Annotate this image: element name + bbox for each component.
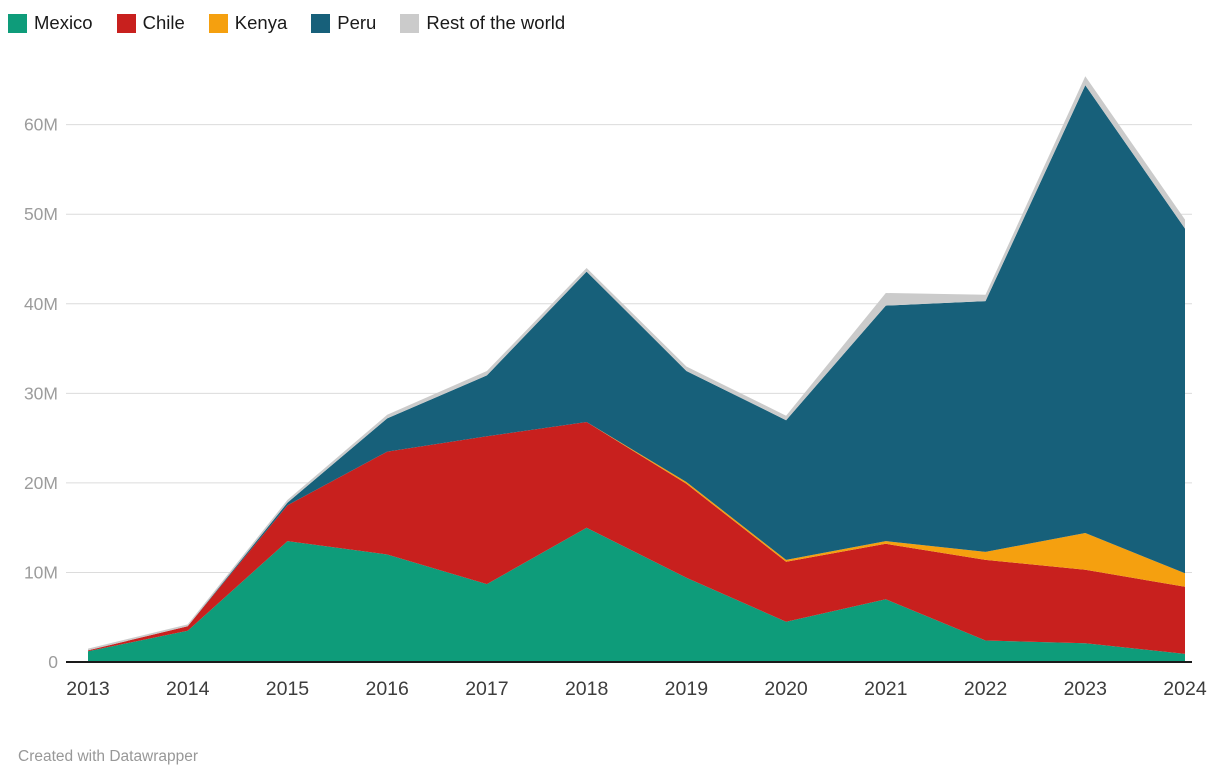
y-tick-label-60M: 60M <box>24 115 58 135</box>
legend-swatch-rest-of-the-world <box>400 14 420 33</box>
x-tick-label-2018: 2018 <box>565 678 608 700</box>
legend-label-mexico: Mexico <box>34 12 93 34</box>
area-mexico <box>88 527 1185 662</box>
legend-swatch-chile <box>116 14 136 33</box>
y-tick-label-30M: 30M <box>24 383 58 403</box>
area-chile <box>88 422 1185 654</box>
x-tick-label-2021: 2021 <box>864 678 907 700</box>
area-chart-svg: 0 10M 20M 30M 40M 50M 60M 2013 2014 2015 2016 2017 2… <box>24 76 1207 700</box>
legend-label-rest-of-the-world: Rest of the world <box>426 12 566 34</box>
legend-item-kenya: Kenya <box>208 12 288 34</box>
y-tick-label-10M: 10M <box>24 562 58 582</box>
legend-item-chile: Chile <box>116 12 185 34</box>
legend-item-rest-of-the-world: Rest of the world <box>400 14 565 33</box>
x-tick-label-2015: 2015 <box>266 678 310 700</box>
x-tick-label-2024: 2024 <box>1163 678 1207 700</box>
legend-swatch-kenya <box>208 14 228 33</box>
legend-swatch-mexico <box>8 14 27 33</box>
x-tick-label-2023: 2023 <box>1064 678 1107 700</box>
x-tick-label-2019: 2019 <box>665 678 708 700</box>
x-tick-label-2013: 2013 <box>66 678 109 700</box>
x-tick-label-2020: 2020 <box>764 678 808 700</box>
x-tick-label-2017: 2017 <box>465 678 508 700</box>
y-tick-label-0: 0 <box>48 652 58 672</box>
x-tick-label-2016: 2016 <box>365 678 408 700</box>
chart-area: 0 10M 20M 30M 40M 50M 60M 2013 2014 2015 2016 2017 2… <box>0 52 1220 712</box>
attribution: Created with Datawrapper <box>18 748 199 765</box>
y-tick-label-50M: 50M <box>24 204 58 224</box>
legend-item-mexico: Mexico <box>8 14 93 33</box>
legend-item-peru: Peru <box>311 14 376 33</box>
area-peru <box>88 85 1185 651</box>
legend-label-peru: Peru <box>337 12 377 34</box>
x-tick-label-2022: 2022 <box>964 678 1007 700</box>
legend-swatch-peru <box>311 14 331 33</box>
legend-label-chile: Chile <box>142 12 185 34</box>
x-tick-label-2014: 2014 <box>166 678 210 700</box>
y-tick-label-20M: 20M <box>24 473 58 493</box>
chart-legend: Mexico Chile Kenya Peru Rest of the world <box>8 14 565 33</box>
legend-label-kenya: Kenya <box>234 12 288 34</box>
y-tick-label-40M: 40M <box>24 294 58 314</box>
